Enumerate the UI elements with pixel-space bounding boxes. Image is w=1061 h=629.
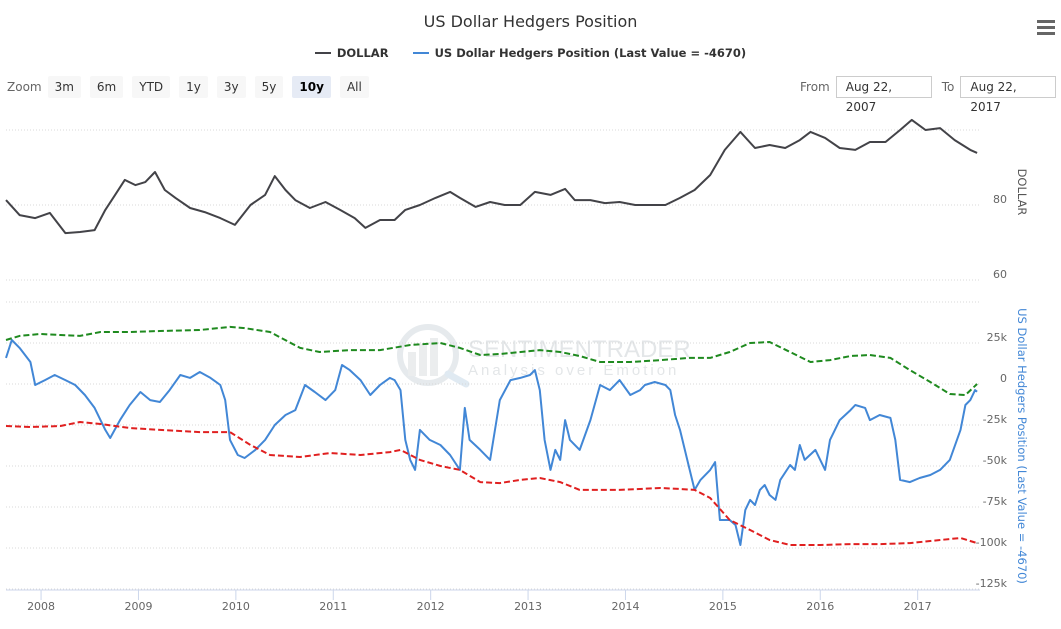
y-tick-label: -100k bbox=[976, 536, 1008, 549]
x-tick-label: 2009 bbox=[124, 600, 152, 613]
legend-item-dollar[interactable]: DOLLAR bbox=[314, 46, 389, 60]
watermark-brand: SENTIMENTRADER bbox=[468, 336, 691, 363]
watermark-tagline: Analysis over Emotion bbox=[468, 362, 679, 379]
from-date-input[interactable]: Aug 22, 2007 bbox=[835, 76, 932, 114]
watermark: SENTIMENTRADER Analysis over Emotion bbox=[397, 324, 691, 388]
x-tick-label: 2014 bbox=[611, 600, 639, 613]
watermark-bar bbox=[408, 352, 416, 376]
x-tick-label: 2016 bbox=[806, 600, 834, 613]
legend-swatch-hedgers bbox=[412, 52, 429, 54]
to-label: To bbox=[941, 80, 955, 94]
watermark-logo-icon bbox=[397, 324, 459, 386]
series-line-dollar[interactable] bbox=[5, 118, 978, 235]
zoom-button-5y[interactable]: 5y bbox=[254, 76, 284, 98]
x-tick-label: 2012 bbox=[417, 600, 445, 613]
to-date-input[interactable]: Aug 22, 2017 bbox=[960, 76, 1057, 114]
y-tick-label: 25k bbox=[987, 331, 1008, 344]
zoom-label: Zoom bbox=[7, 80, 42, 94]
date-range: From Aug 22, 2007 To Aug 22, 2017 bbox=[800, 76, 1061, 114]
y-axis-title-hedgers: US Dollar Hedgers Position (Last Value =… bbox=[1015, 308, 1029, 584]
series-line-us-dollar-hedgers-position[interactable] bbox=[5, 339, 978, 546]
y-tick-label: 0 bbox=[1000, 372, 1007, 385]
x-tick-label: 2011 bbox=[319, 600, 347, 613]
watermark-magnifier-handle bbox=[444, 370, 470, 388]
series-line-lower-band[interactable] bbox=[5, 421, 978, 546]
x-tick-label: 2013 bbox=[514, 600, 542, 613]
zoom-button-3y[interactable]: 3y bbox=[216, 76, 246, 98]
y-tick-label: -75k bbox=[983, 495, 1008, 508]
chart-title: US Dollar Hedgers Position bbox=[423, 12, 638, 31]
hamburger-menu-icon[interactable] bbox=[1037, 20, 1055, 36]
legend-label-dollar: DOLLAR bbox=[336, 46, 389, 60]
y-tick-label: 60 bbox=[993, 268, 1007, 281]
zoom-button-3m[interactable]: 3m bbox=[47, 76, 81, 98]
y-axis-title-dollar: DOLLAR bbox=[1015, 169, 1029, 216]
zoom-button-all[interactable]: All bbox=[339, 76, 369, 98]
watermark-bar bbox=[419, 344, 427, 376]
watermark-bar bbox=[430, 338, 438, 376]
legend-swatch-dollar bbox=[314, 52, 331, 54]
x-tick-label: 2015 bbox=[709, 600, 737, 613]
series-line-upper-band[interactable] bbox=[5, 325, 978, 396]
y-tick-label: 80 bbox=[993, 193, 1007, 206]
x-tick-label: 2017 bbox=[904, 600, 932, 613]
x-tick-label: 2008 bbox=[27, 600, 55, 613]
zoom-range-selector: Zoom 3m 6m YTD 1y 3y 5y 10y All bbox=[7, 76, 378, 98]
from-label: From bbox=[800, 80, 830, 94]
zoom-button-1y[interactable]: 1y bbox=[179, 76, 208, 98]
legend-label-hedgers: US Dollar Hedgers Position (Last Value =… bbox=[434, 46, 747, 60]
y-tick-label: -25k bbox=[983, 413, 1008, 426]
zoom-button-10y[interactable]: 10y bbox=[292, 76, 331, 98]
legend: DOLLAR US Dollar Hedgers Position (Last … bbox=[0, 43, 1061, 60]
y-tick-label: -50k bbox=[983, 454, 1008, 467]
zoom-button-6m[interactable]: 6m bbox=[89, 76, 124, 98]
y-tick-label: -125k bbox=[976, 577, 1008, 590]
x-tick-label: 2010 bbox=[222, 600, 250, 613]
legend-item-hedgers[interactable]: US Dollar Hedgers Position (Last Value =… bbox=[412, 46, 747, 60]
zoom-button-ytd[interactable]: YTD bbox=[132, 76, 171, 98]
